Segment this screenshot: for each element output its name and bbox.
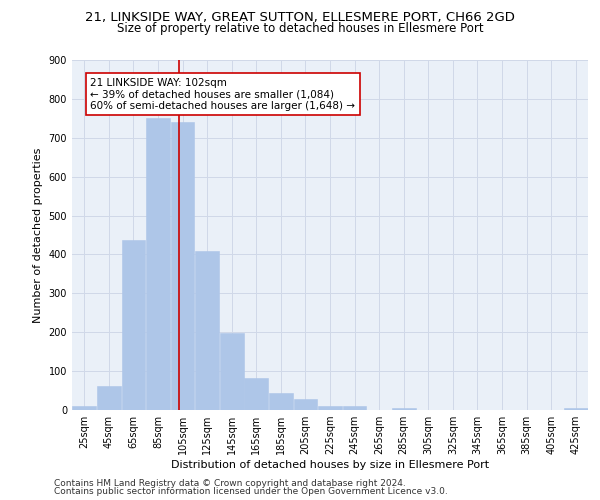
- Bar: [564, 408, 587, 410]
- Bar: [318, 406, 342, 410]
- Bar: [269, 392, 293, 410]
- Bar: [220, 333, 244, 410]
- Text: Contains HM Land Registry data © Crown copyright and database right 2024.: Contains HM Land Registry data © Crown c…: [54, 478, 406, 488]
- Bar: [392, 408, 416, 410]
- Bar: [122, 240, 145, 410]
- Text: Size of property relative to detached houses in Ellesmere Port: Size of property relative to detached ho…: [116, 22, 484, 35]
- Y-axis label: Number of detached properties: Number of detached properties: [33, 148, 43, 322]
- Text: Contains public sector information licensed under the Open Government Licence v3: Contains public sector information licen…: [54, 487, 448, 496]
- X-axis label: Distribution of detached houses by size in Ellesmere Port: Distribution of detached houses by size …: [171, 460, 489, 470]
- Bar: [343, 406, 367, 410]
- Bar: [146, 118, 170, 410]
- Bar: [73, 406, 96, 410]
- Bar: [196, 252, 219, 410]
- Bar: [293, 399, 317, 410]
- Bar: [244, 378, 268, 410]
- Text: 21 LINKSIDE WAY: 102sqm
← 39% of detached houses are smaller (1,084)
60% of semi: 21 LINKSIDE WAY: 102sqm ← 39% of detache…: [91, 78, 355, 110]
- Bar: [97, 386, 121, 410]
- Text: 21, LINKSIDE WAY, GREAT SUTTON, ELLESMERE PORT, CH66 2GD: 21, LINKSIDE WAY, GREAT SUTTON, ELLESMER…: [85, 11, 515, 24]
- Bar: [171, 122, 194, 410]
